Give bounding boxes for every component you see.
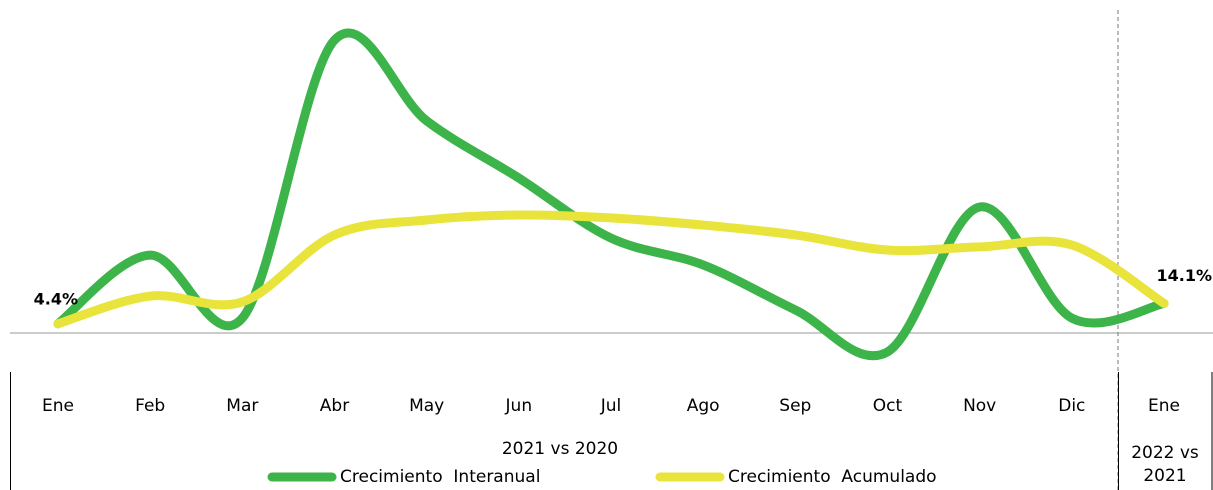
legend-label: Crecimiento Interanual bbox=[340, 467, 540, 487]
x-tick-label: Ene bbox=[42, 396, 74, 416]
x-tick-label: Abr bbox=[320, 396, 349, 416]
x-tick-label: Jul bbox=[600, 396, 622, 416]
group-label: 2021 vs 2020 bbox=[501, 439, 619, 459]
x-tick-label: Dic bbox=[1058, 396, 1085, 416]
x-tick-label: May bbox=[409, 396, 444, 416]
x-tick-label: Mar bbox=[226, 396, 258, 416]
line bbox=[53, 210, 1169, 329]
data-label: 14.1% bbox=[1156, 266, 1212, 285]
x-tick-label: Feb bbox=[135, 396, 165, 416]
legend-label: Crecimiento Acumulado bbox=[728, 467, 937, 487]
x-tick-label: Jun bbox=[505, 396, 533, 416]
line bbox=[53, 28, 1169, 361]
x-tick-label: Ago bbox=[687, 396, 720, 416]
x-tick-label: Nov bbox=[963, 396, 996, 416]
data-label: 4.4% bbox=[34, 289, 78, 308]
x-tick-label: Oct bbox=[873, 396, 903, 416]
x-tick-label: Ene bbox=[1148, 396, 1180, 416]
group-label: 2022 vs 2021 bbox=[1131, 443, 1199, 486]
x-tick-label: Sep bbox=[779, 396, 811, 416]
